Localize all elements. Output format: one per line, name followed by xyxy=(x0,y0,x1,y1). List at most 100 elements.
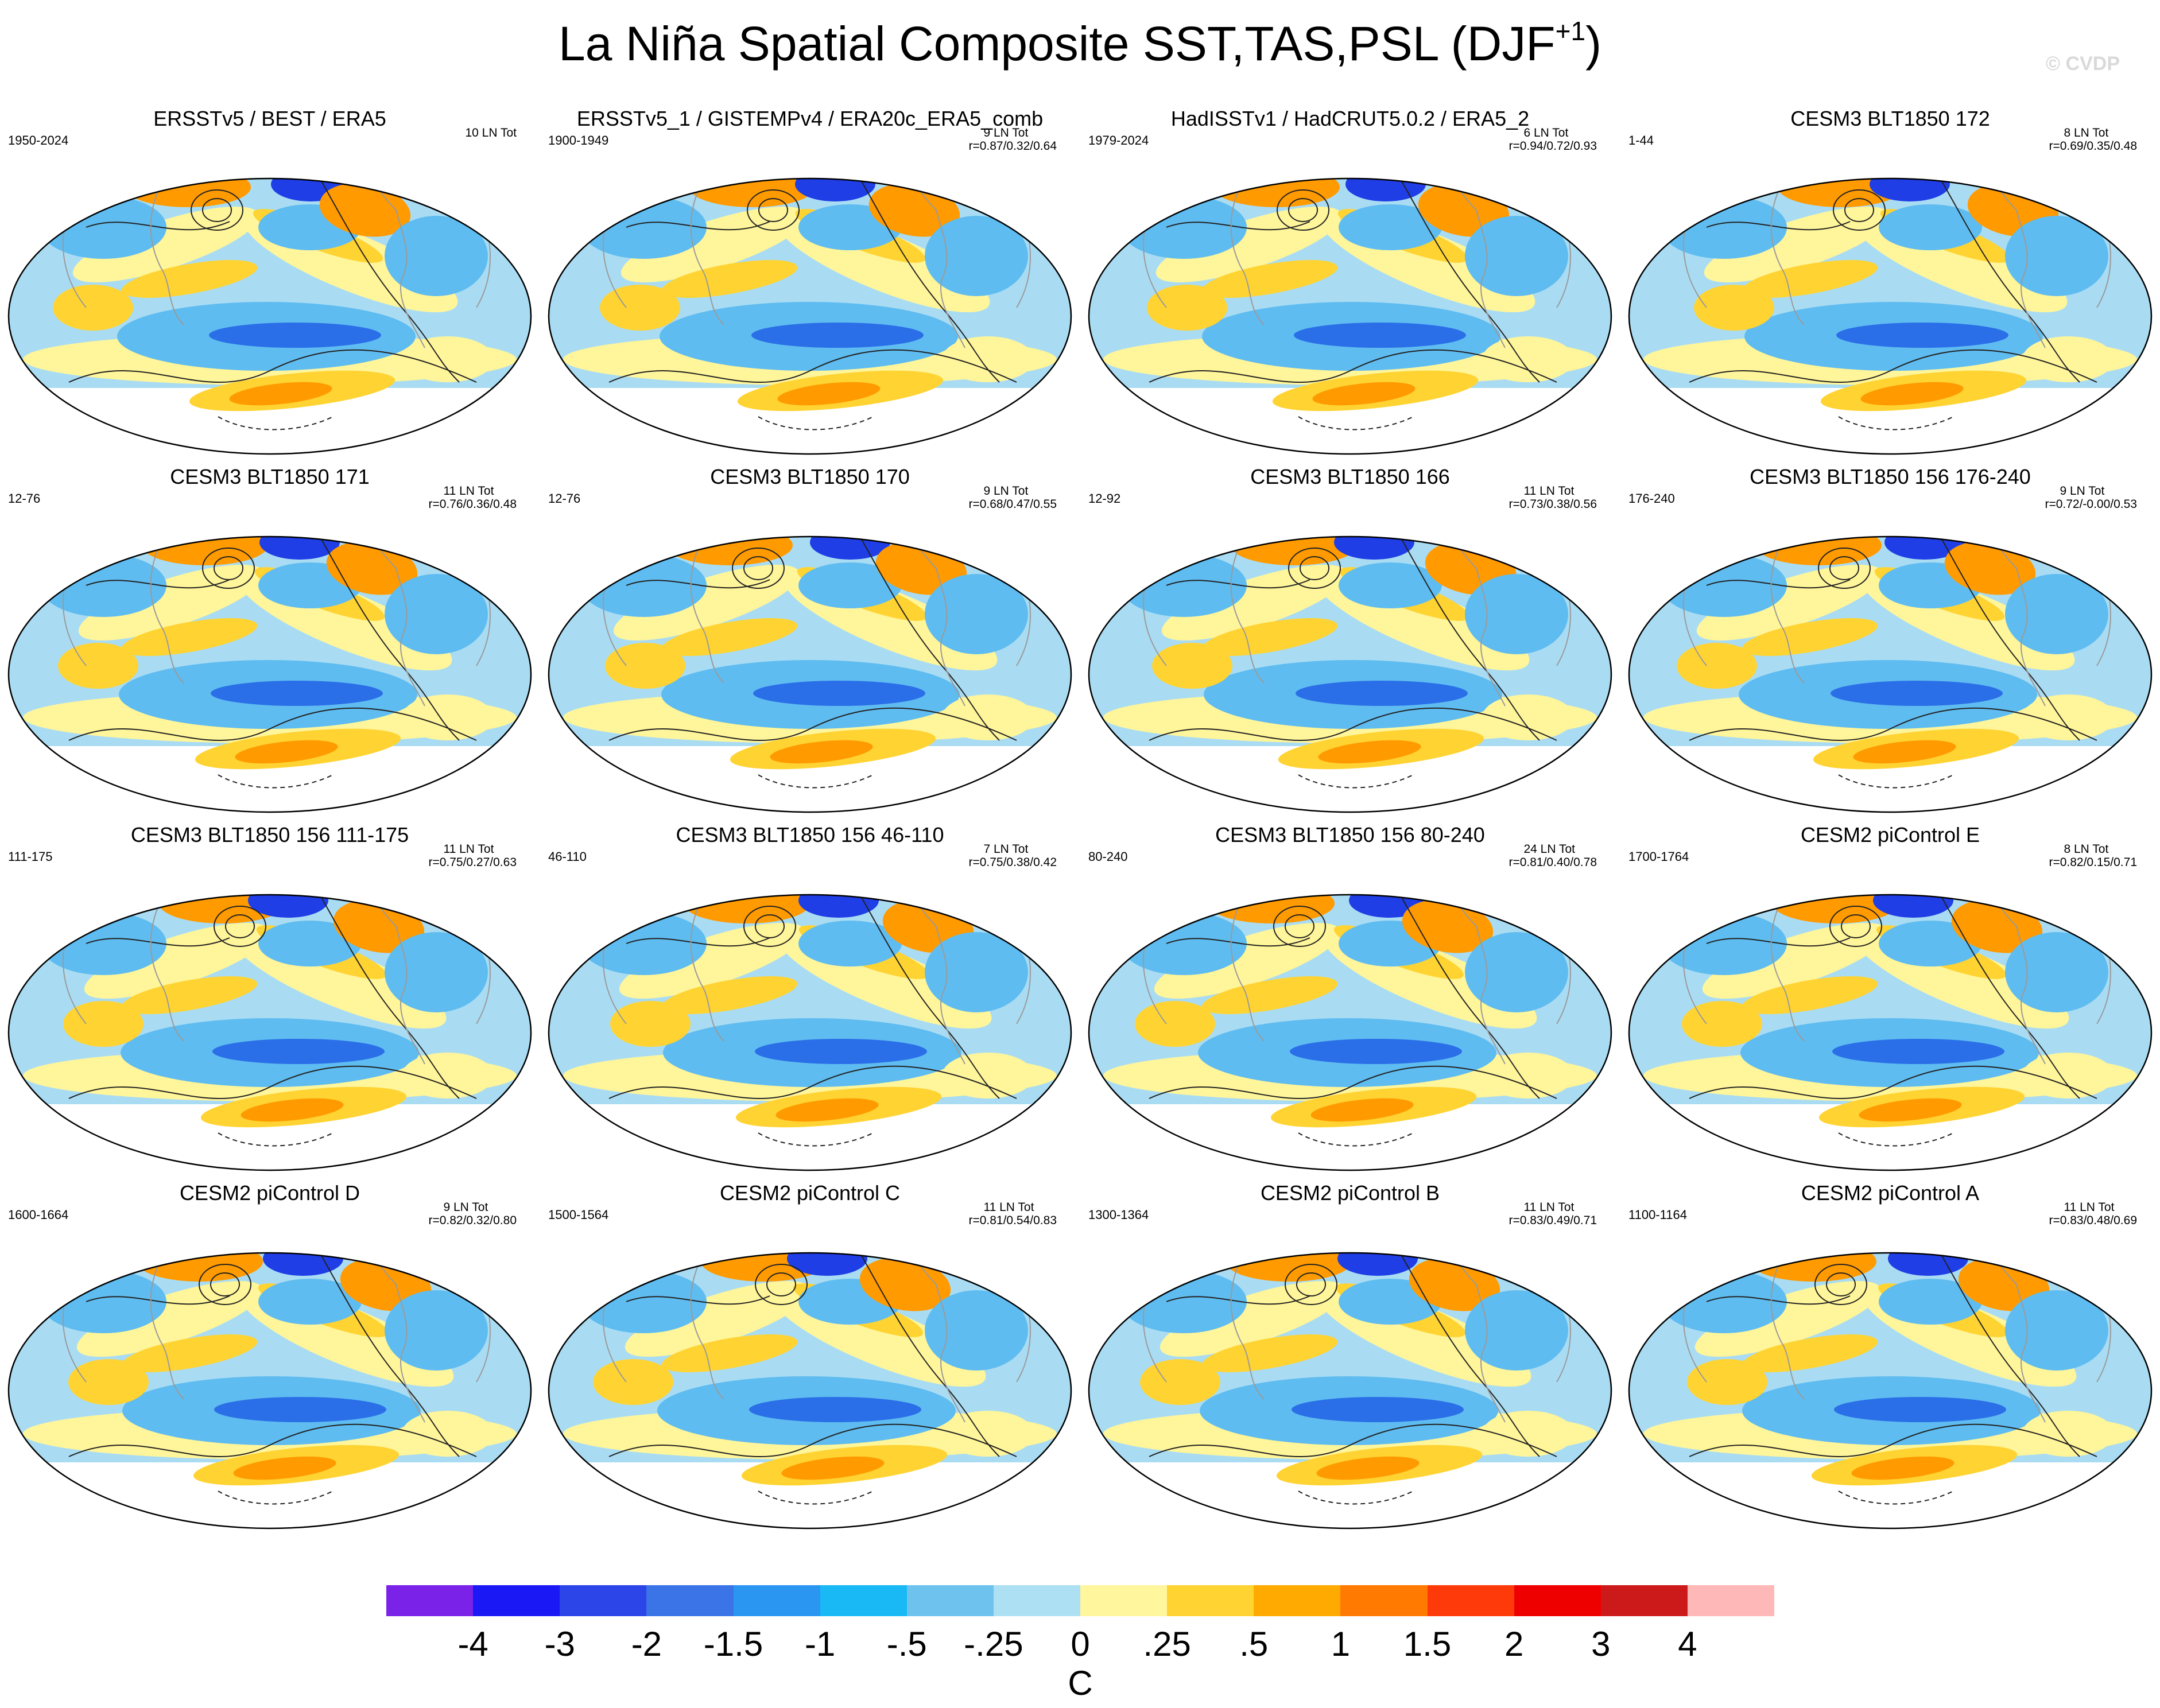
panel-title: CESM3 BLT1850 156 80-240 xyxy=(1215,823,1485,847)
panel-years: 1979-2024 xyxy=(1088,133,1149,147)
panel-title: CESM2 piControl E xyxy=(1800,823,1980,847)
panel-count: 7 LN Tot xyxy=(983,843,1029,856)
colorbar-swatch xyxy=(1167,1585,1254,1616)
globe-map xyxy=(7,177,532,455)
colorbar xyxy=(386,1585,1774,1616)
colorbar-tick-label: .25 xyxy=(1143,1625,1191,1663)
colorbar-swatch xyxy=(906,1585,994,1616)
panel-stats: 11 LN Tot r=0.76/0.36/0.48 xyxy=(428,484,517,511)
panel-count: 24 LN Tot xyxy=(1523,843,1575,856)
panel-stats: 10 LN Tot xyxy=(450,126,517,139)
panel-title: CESM3 BLT1850 156 111-175 xyxy=(130,823,409,847)
panel-years: 1500-1564 xyxy=(548,1208,609,1222)
globe-map xyxy=(1628,1252,2153,1530)
panel-count: 8 LN Tot xyxy=(2064,126,2109,139)
colorbar-tick-label: -2 xyxy=(631,1625,662,1663)
panel-title: CESM2 piControl C xyxy=(719,1181,901,1205)
map-panel: CESM3 BLT1850 156 80-240 80-240 24 LN Tot r… xyxy=(1080,823,1620,1173)
panel-count: 8 LN Tot xyxy=(2064,843,2109,856)
globe-map xyxy=(1628,177,2153,455)
colorbar-tick-label: 1 xyxy=(1331,1625,1351,1663)
panel-title: CESM2 piControl D xyxy=(179,1181,360,1205)
globe-map xyxy=(1088,535,1612,813)
panel-count: 11 LN Tot xyxy=(983,1201,1034,1214)
map-panel: CESM2 piControl A 1100-1164 11 LN Tot r=0.8… xyxy=(1620,1181,2160,1531)
panel-title: CESM3 BLT1850 171 xyxy=(170,465,370,488)
colorbar-swatch xyxy=(560,1585,647,1616)
panel-title: CESM3 BLT1850 170 xyxy=(710,465,910,488)
panel-correlation: r=0.68/0.47/0.55 xyxy=(968,498,1057,511)
colorbar-tick-label: -.25 xyxy=(964,1625,1023,1663)
panel-title: CESM3 BLT1850 156 46-110 xyxy=(676,823,944,847)
panel-title: CESM3 BLT1850 166 xyxy=(1250,465,1450,488)
panel-correlation: r=0.81/0.54/0.83 xyxy=(968,1214,1057,1227)
map-panel: HadISSTv1 / HadCRUT5.0.2 / ERA5_2 1979-20… xyxy=(1080,107,1620,457)
panel-years: 111-175 xyxy=(8,849,53,864)
globe-map xyxy=(548,535,1072,813)
panel-count: 11 LN Tot xyxy=(2064,1201,2115,1214)
colorbar-swatch xyxy=(1080,1585,1168,1616)
colorbar-swatch xyxy=(386,1585,474,1616)
map-panel: CESM2 piControl B 1300-1364 11 LN Tot r=0.8… xyxy=(1080,1181,1620,1531)
globe-map xyxy=(1088,177,1612,455)
map-panel: CESM3 BLT1850 156 176-240 176-240 9 LN Tot… xyxy=(1620,465,2160,815)
globe-map xyxy=(7,894,532,1171)
globe-map xyxy=(1628,894,2153,1171)
panel-stats: 8 LN Tot r=0.69/0.35/0.48 xyxy=(2049,126,2137,153)
map-panel: CESM3 BLT1850 156 111-175 111-175 11 LN To… xyxy=(0,823,540,1173)
panel-years: 1700-1764 xyxy=(1628,849,1689,864)
map-panel: CESM3 BLT1850 166 12-92 11 LN Tot r=0.73/0.… xyxy=(1080,465,1620,815)
colorbar-swatch xyxy=(1254,1585,1341,1616)
panel-count: 9 LN Tot xyxy=(983,126,1029,139)
map-panel: CESM2 piControl E 1700-1764 8 LN Tot r=0.82… xyxy=(1620,823,2160,1173)
panel-correlation: r=0.83/0.48/0.69 xyxy=(2049,1214,2137,1227)
panel-stats: 9 LN Tot r=0.82/0.32/0.80 xyxy=(428,1201,517,1227)
colorbar-tick-label: -3 xyxy=(544,1625,575,1663)
colorbar-tick-label: 4 xyxy=(1678,1625,1697,1663)
panel-years: 12-92 xyxy=(1088,491,1121,506)
panel-count: 11 LN Tot xyxy=(443,843,494,856)
colorbar-tick-label: -1.5 xyxy=(703,1625,763,1663)
panel-stats: 7 LN Tot r=0.75/0.38/0.42 xyxy=(968,843,1057,869)
colorbar-swatch xyxy=(473,1585,560,1616)
panel-count: 9 LN Tot xyxy=(443,1201,488,1214)
colorbar-swatch xyxy=(820,1585,907,1616)
panel-stats: 9 LN Tot r=0.68/0.47/0.55 xyxy=(968,484,1057,511)
panel-years: 80-240 xyxy=(1088,849,1128,864)
panel-years: 1100-1164 xyxy=(1628,1208,1687,1222)
panel-correlation: r=0.69/0.35/0.48 xyxy=(2049,139,2137,153)
figure-title: La Niña Spatial Composite SST,TAS,PSL (D… xyxy=(558,16,1602,71)
colorbar-tick-label: .5 xyxy=(1239,1625,1269,1663)
map-panel: CESM3 BLT1850 171 12-76 11 LN Tot r=0.76/0.… xyxy=(0,465,540,815)
colorbar-swatch xyxy=(1687,1585,1774,1616)
panel-title: ERSSTv5 / BEST / ERA5 xyxy=(153,107,386,130)
panel-years: 12-76 xyxy=(548,491,581,506)
map-panel: CESM3 BLT1850 172 1-44 8 LN Tot r=0.69/0.35… xyxy=(1620,107,2160,457)
globe-map xyxy=(1088,894,1612,1171)
colorbar-units: C xyxy=(1068,1664,1093,1702)
panel-correlation: r=0.81/0.40/0.78 xyxy=(1508,856,1597,869)
colorbar-swatch xyxy=(1600,1585,1688,1616)
panel-correlation: r=0.94/0.72/0.93 xyxy=(1508,139,1597,153)
panel-years: 1600-1664 xyxy=(8,1208,69,1222)
panel-title: CESM2 piControl A xyxy=(1801,1181,1980,1205)
panel-stats: 11 LN Tot r=0.73/0.38/0.56 xyxy=(1508,484,1597,511)
panel-stats: 8 LN Tot r=0.82/0.15/0.71 xyxy=(2049,843,2137,869)
panel-years: 1900-1949 xyxy=(548,133,609,147)
panel-stats: 9 LN Tot r=0.72/-0.00/0.53 xyxy=(2045,484,2137,511)
panel-title: ERSSTv5_1 / GISTEMPv4 / ERA20c_ERA5_comb xyxy=(576,107,1044,130)
map-panel: CESM3 BLT1850 156 46-110 46-110 7 LN Tot r=… xyxy=(540,823,1080,1173)
panel-years: 1300-1364 xyxy=(1088,1208,1149,1222)
colorbar-tick-label: -4 xyxy=(457,1625,488,1663)
colorbar-tick-label: 3 xyxy=(1591,1625,1611,1663)
colorbar-swatch xyxy=(1427,1585,1514,1616)
colorbar-swatch xyxy=(993,1585,1080,1616)
map-panel: ERSSTv5 / BEST / ERA5 1950-2024 10 LN Tot xyxy=(0,107,540,457)
panel-correlation: r=0.82/0.32/0.80 xyxy=(428,1214,517,1227)
colorbar-tick-label: 0 xyxy=(1071,1625,1090,1663)
panel-stats: 6 LN Tot r=0.94/0.72/0.93 xyxy=(1508,126,1597,153)
panel-correlation: r=0.87/0.32/0.64 xyxy=(968,139,1057,153)
globe-map xyxy=(7,1252,532,1530)
globe-map xyxy=(7,535,532,813)
panel-title: CESM3 BLT1850 172 xyxy=(1790,107,1990,130)
